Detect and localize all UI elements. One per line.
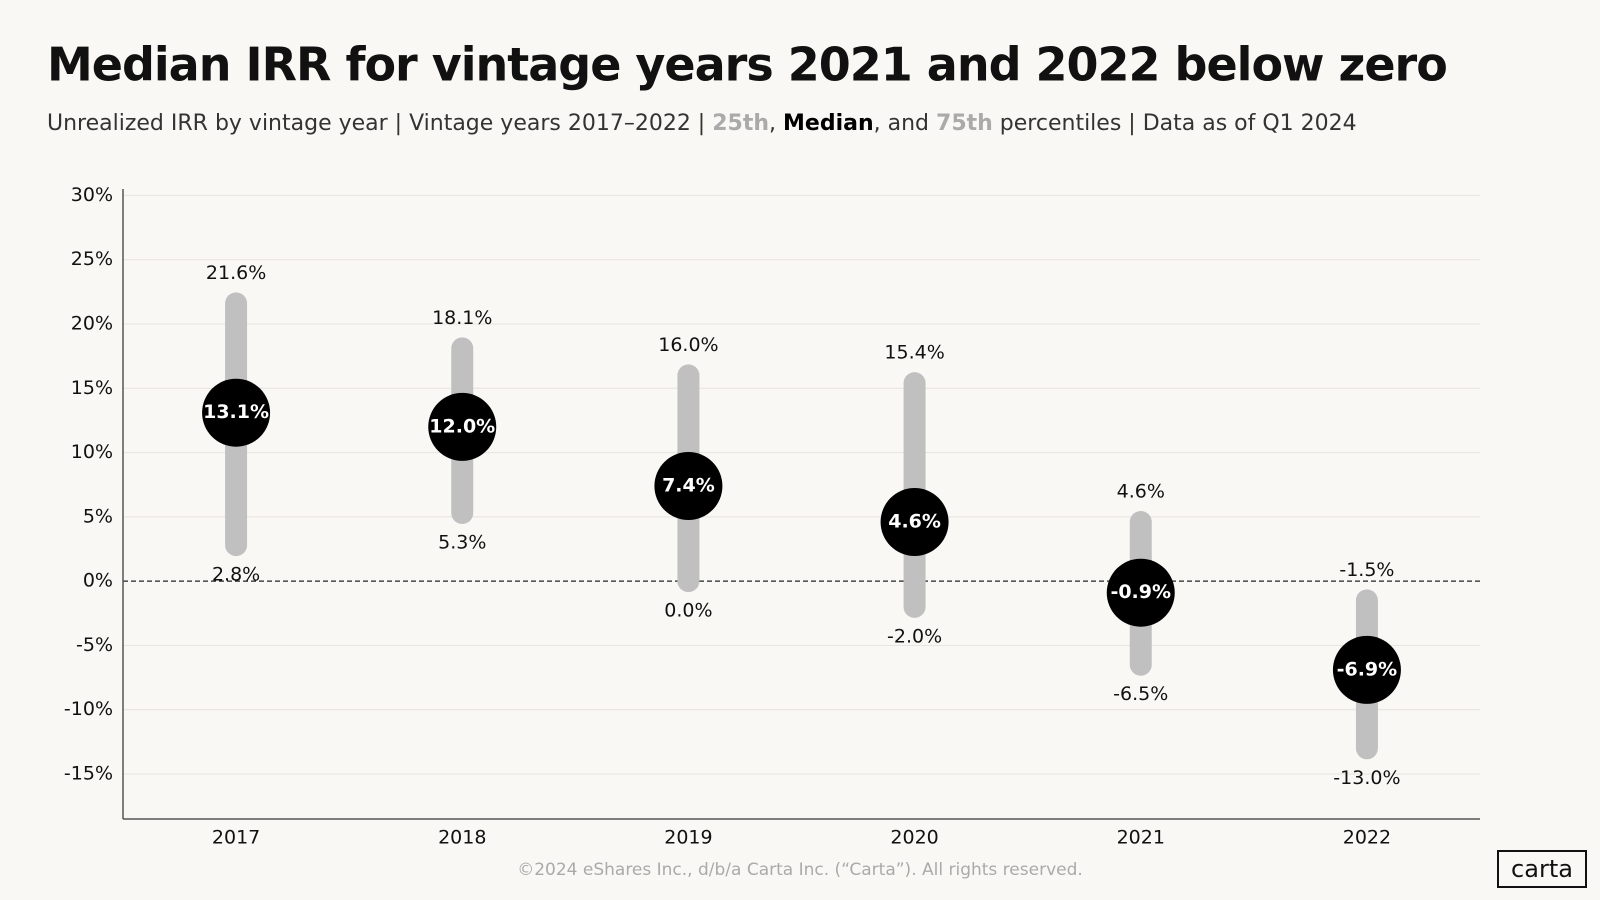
median-dot xyxy=(880,488,949,556)
y-tick-label: 30% xyxy=(71,184,113,206)
y-tick-label: -10% xyxy=(64,698,113,720)
y-tick-label: 0% xyxy=(83,570,113,592)
y-tick-label: 15% xyxy=(71,377,113,399)
median-dot xyxy=(1106,558,1175,627)
p25-label: -6.5% xyxy=(1113,683,1168,705)
x-tick-label: 2022 xyxy=(1343,827,1391,849)
median-label: 4.6% xyxy=(888,511,941,533)
subtitle-text: Unrealized IRR by vintage year | Vintage… xyxy=(47,111,712,136)
p75-label: 15.4% xyxy=(884,342,944,364)
x-tick-label: 2019 xyxy=(664,827,712,849)
y-tick-label: -15% xyxy=(64,763,113,785)
p25-label: 0.0% xyxy=(664,600,712,622)
logo-box xyxy=(1497,850,1587,888)
x-tick-label: 2017 xyxy=(212,827,260,849)
p25-label: -13.0% xyxy=(1333,767,1400,789)
median-dot xyxy=(202,378,271,447)
legend-25th: 25th xyxy=(712,111,769,136)
p75-label: 4.6% xyxy=(1117,481,1165,503)
chart-subtitle: Unrealized IRR by vintage year | Vintage… xyxy=(47,111,1357,136)
legend-median: Median xyxy=(783,111,874,136)
p75-label: 21.6% xyxy=(206,262,266,284)
subtitle-text: , xyxy=(769,111,783,136)
subtitle-text: percentiles | Data as of Q1 2024 xyxy=(993,111,1357,136)
y-tick-label: 25% xyxy=(71,248,113,270)
p75-label: 18.1% xyxy=(432,307,492,329)
footer: ©2024 eShares Inc., d/b/a Carta Inc. (“C… xyxy=(517,860,1083,880)
y-tick-label: 20% xyxy=(71,313,113,335)
median-label: 7.4% xyxy=(662,475,715,497)
median-dot xyxy=(1332,635,1401,704)
p75-label: 16.0% xyxy=(658,334,718,356)
p25-label: -2.0% xyxy=(887,625,942,647)
p25-label: 2.8% xyxy=(212,564,260,586)
p25-label: 5.3% xyxy=(438,532,486,554)
x-tick-label: 2020 xyxy=(890,827,938,849)
y-tick-label: 5% xyxy=(83,505,113,527)
subtitle-text: , and xyxy=(874,111,936,136)
x-tick-label: 2018 xyxy=(438,827,486,849)
legend-75th: 75th xyxy=(936,111,993,136)
median-label: -6.9% xyxy=(1337,658,1398,680)
p75-label: -1.5% xyxy=(1339,559,1394,581)
y-tick-label: 10% xyxy=(71,441,113,463)
chart-title: Median IRR for vintage years 2021 and 20… xyxy=(47,38,1447,92)
x-tick-label: 2021 xyxy=(1117,827,1165,849)
logo: carta xyxy=(1511,855,1573,883)
median-dot xyxy=(428,392,497,461)
median-label: 13.1% xyxy=(203,401,269,423)
median-dot xyxy=(654,452,723,520)
median-label: 12.0% xyxy=(429,415,495,437)
y-tick-label: -5% xyxy=(76,634,113,656)
median-label: -0.9% xyxy=(1110,581,1171,603)
